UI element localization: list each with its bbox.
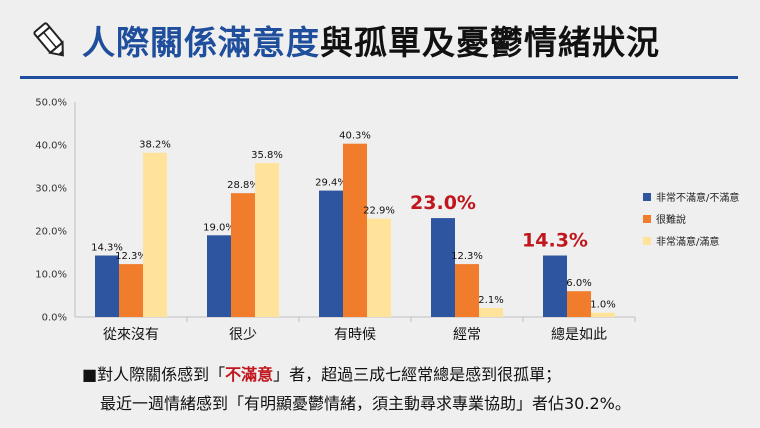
data-label: 22.9%: [363, 206, 395, 217]
x-tick-label: 經常: [453, 327, 481, 343]
y-tick-label: 20.0%: [35, 227, 67, 238]
bar: [207, 235, 231, 317]
bar: [343, 143, 367, 317]
bar: [567, 291, 591, 317]
legend-swatch: [643, 237, 651, 245]
x-tick-label: 有時候: [334, 327, 376, 343]
data-label: 12.3%: [451, 251, 483, 262]
legend-swatch: [643, 193, 651, 201]
y-tick-label: 30.0%: [35, 184, 67, 195]
data-label: 14.3%: [91, 243, 123, 254]
footer-highlight: 不滿意: [225, 365, 274, 384]
bar: [143, 152, 167, 317]
data-label: 1.0%: [590, 300, 615, 311]
x-tick-label: 很少: [229, 327, 257, 343]
title-part-1: 人際關係滿意度: [82, 23, 320, 62]
data-label: 28.8%: [227, 180, 259, 191]
data-label: 29.4%: [315, 178, 347, 189]
bar: [367, 218, 391, 317]
data-label: 12.3%: [115, 251, 147, 262]
pencil-icon: [33, 22, 64, 57]
bar: [95, 255, 119, 317]
title-part-2: 與孤單及憂鬱情緒狀況: [320, 23, 660, 62]
footer-line1-a: 對人際關係感到「: [97, 365, 226, 384]
y-tick-label: 0.0%: [42, 313, 67, 324]
footer-line1-b: 」者，超過三成七經常總是感到很孤單；: [273, 365, 562, 384]
bar: [255, 163, 279, 317]
x-tick-label: 總是如此: [551, 326, 607, 343]
x-tick-label: 從來沒有: [103, 326, 159, 343]
data-label: 19.0%: [203, 222, 235, 233]
footer-bullet: ■: [82, 365, 98, 384]
data-label: 40.3%: [339, 131, 371, 142]
bar: [455, 264, 479, 317]
legend-label: 非常不滿意/不滿意: [656, 191, 739, 204]
data-label: 35.8%: [251, 150, 283, 161]
y-tick-label: 50.0%: [35, 98, 67, 109]
y-tick-label: 40.0%: [35, 141, 67, 152]
bar: [119, 264, 143, 317]
bar: [231, 193, 255, 317]
title-underline: [20, 76, 738, 79]
data-label: 2.1%: [478, 295, 503, 306]
bar: [479, 307, 503, 317]
y-tick-label: 10.0%: [35, 270, 67, 281]
bar: [319, 190, 343, 317]
data-label: 6.0%: [566, 278, 591, 289]
slide-title: 人際關係滿意度 與孤單及憂鬱情緒狀況: [82, 10, 660, 70]
legend-label: 非常滿意/滿意: [656, 235, 719, 248]
legend-label: 很難說: [656, 213, 686, 226]
data-label: 38.2%: [139, 140, 171, 151]
bar: [543, 255, 567, 317]
footer-line-2: 最近一週情緒感到「有明顯憂鬱情緒，須主動尋求專業協助」者佔30.2%。: [100, 394, 631, 413]
legend-swatch: [643, 215, 651, 223]
footer-line-1: ■對人際關係感到「不滿意」者，超過三成七經常總是感到很孤單；: [82, 361, 561, 385]
data-label: 14.3%: [522, 230, 588, 252]
bar: [591, 312, 615, 317]
data-label: 23.0%: [410, 192, 476, 214]
bar: [431, 218, 455, 317]
